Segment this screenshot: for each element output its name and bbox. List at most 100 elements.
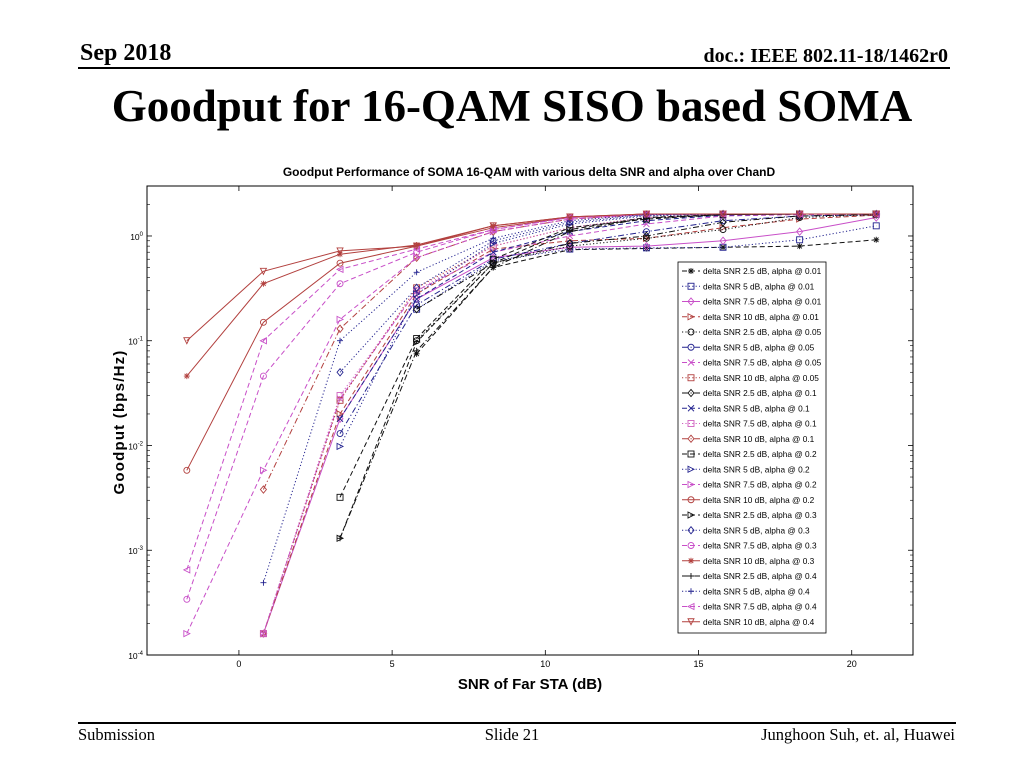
legend-marker xyxy=(688,573,694,579)
header-divider xyxy=(78,67,950,69)
legend-entry: delta SNR 5 dB, alpha @ 0.2 xyxy=(682,464,810,474)
data-point xyxy=(259,372,267,380)
legend-entry: delta SNR 7.5 dB, alpha @ 0.05 xyxy=(682,358,822,368)
data-point xyxy=(566,246,573,253)
legend-marker xyxy=(687,297,695,306)
data-point xyxy=(872,222,880,230)
data-point xyxy=(566,228,573,235)
data-point xyxy=(412,242,421,251)
legend-entry: delta SNR 2.5 dB, alpha @ 0.4 xyxy=(682,571,817,581)
data-point xyxy=(336,396,344,404)
data-point xyxy=(720,244,727,251)
x-tick-label: 10 xyxy=(540,659,550,669)
legend-marker xyxy=(687,388,695,398)
legend-marker xyxy=(687,328,695,336)
legend-label: delta SNR 7.5 dB, alpha @ 0.1 xyxy=(703,419,817,429)
y-tick-label-base: 10 xyxy=(128,337,138,347)
legend-entry: delta SNR 2.5 dB, alpha @ 0.01 xyxy=(682,266,822,276)
y-tick-label-exponent: -2 xyxy=(138,441,144,447)
legend-label: delta SNR 2.5 dB, alpha @ 0.2 xyxy=(703,449,817,459)
legend-marker xyxy=(687,420,695,427)
legend-marker xyxy=(687,282,695,290)
legend-marker xyxy=(687,511,696,519)
legend-label: delta SNR 7.5 dB, alpha @ 0.4 xyxy=(703,602,817,612)
data-point xyxy=(337,337,344,344)
data-point xyxy=(642,228,650,236)
data-point xyxy=(336,493,344,501)
data-point xyxy=(336,265,344,274)
legend-label: delta SNR 2.5 dB, alpha @ 0.01 xyxy=(703,266,822,276)
data-point xyxy=(259,485,268,494)
y-tick-label-exponent: -1 xyxy=(138,337,144,343)
x-tick-label: 5 xyxy=(390,659,395,669)
y-tick-label-base: 10 xyxy=(128,546,138,556)
legend-label: delta SNR 10 dB, alpha @ 0.3 xyxy=(703,556,815,566)
legend-label: delta SNR 10 dB, alpha @ 0.2 xyxy=(703,495,815,505)
data-point xyxy=(795,210,804,219)
data-point xyxy=(413,242,420,249)
legend-label: delta SNR 7.5 dB, alpha @ 0.2 xyxy=(703,480,817,490)
series-line xyxy=(186,213,877,342)
y-tick-label-exponent: -4 xyxy=(138,651,144,657)
data-point xyxy=(642,241,651,251)
data-point xyxy=(796,227,804,236)
legend: delta SNR 2.5 dB, alpha @ 0.01 delta SNR … xyxy=(677,261,827,634)
data-point xyxy=(413,338,421,346)
data-point xyxy=(260,579,267,586)
legend-entry: delta SNR 7.5 dB, alpha @ 0.2 xyxy=(682,480,817,490)
legend-entry: delta SNR 2.5 dB, alpha @ 0.2 xyxy=(682,449,817,459)
legend-entry: delta SNR 5 dB, alpha @ 0.3 xyxy=(682,525,810,535)
legend-label: delta SNR 5 dB, alpha @ 0.3 xyxy=(703,525,810,535)
data-point xyxy=(872,210,880,218)
y-tick-label-exponent: 0 xyxy=(140,232,144,238)
data-point xyxy=(413,269,420,276)
legend-entry: delta SNR 10 dB, alpha @ 0.4 xyxy=(682,617,815,627)
legend-entry: delta SNR 7.5 dB, alpha @ 0.01 xyxy=(682,297,822,307)
legend-entry: delta SNR 2.5 dB, alpha @ 0.3 xyxy=(682,510,817,520)
legend-entry: delta SNR 5 dB, alpha @ 0.4 xyxy=(682,586,810,596)
series-line xyxy=(262,213,877,634)
legend-label: delta SNR 5 dB, alpha @ 0.4 xyxy=(703,586,810,596)
legend-marker xyxy=(687,434,695,444)
footer-divider xyxy=(78,722,956,724)
y-tick-label-base: 10 xyxy=(128,441,138,451)
legend-label: delta SNR 2.5 dB, alpha @ 0.05 xyxy=(703,327,822,337)
legend-marker xyxy=(687,374,695,382)
data-point xyxy=(413,290,421,298)
data-point xyxy=(413,254,421,262)
legend-label: delta SNR 10 dB, alpha @ 0.4 xyxy=(703,617,815,627)
x-tick-label: 0 xyxy=(236,659,241,669)
legend-box xyxy=(677,261,827,634)
data-point xyxy=(260,630,267,637)
data-point xyxy=(796,236,804,244)
y-tick-label-base: 10 xyxy=(130,232,140,242)
legend-marker xyxy=(687,343,695,351)
legend-label: delta SNR 7.5 dB, alpha @ 0.3 xyxy=(703,541,817,551)
legend-label: delta SNR 5 dB, alpha @ 0.05 xyxy=(703,342,815,352)
y-tick-label: 10-4 xyxy=(128,651,143,661)
legend-entry: delta SNR 10 dB, alpha @ 0.05 xyxy=(682,373,819,383)
legend-marker xyxy=(687,618,695,626)
data-point xyxy=(719,210,727,219)
legend-entry: delta SNR 10 dB, alpha @ 0.1 xyxy=(682,434,815,444)
y-tick-label-exponent: -3 xyxy=(138,546,144,552)
data-point xyxy=(412,245,421,253)
data-point xyxy=(489,255,497,263)
legend-marker xyxy=(687,542,695,549)
y-tick-label: 100 xyxy=(130,232,143,242)
data-point xyxy=(642,244,650,252)
data-point xyxy=(796,243,803,250)
data-point xyxy=(490,235,497,242)
legend-marker xyxy=(687,404,695,412)
series-line xyxy=(186,213,877,634)
data-point xyxy=(719,236,727,246)
y-tick-label: 10-3 xyxy=(128,546,143,556)
data-point xyxy=(336,247,344,255)
legend-label: delta SNR 2.5 dB, alpha @ 0.4 xyxy=(703,571,817,581)
data-point xyxy=(566,213,574,221)
legend-marker xyxy=(688,588,694,595)
data-point xyxy=(336,280,344,288)
data-point xyxy=(336,367,344,377)
